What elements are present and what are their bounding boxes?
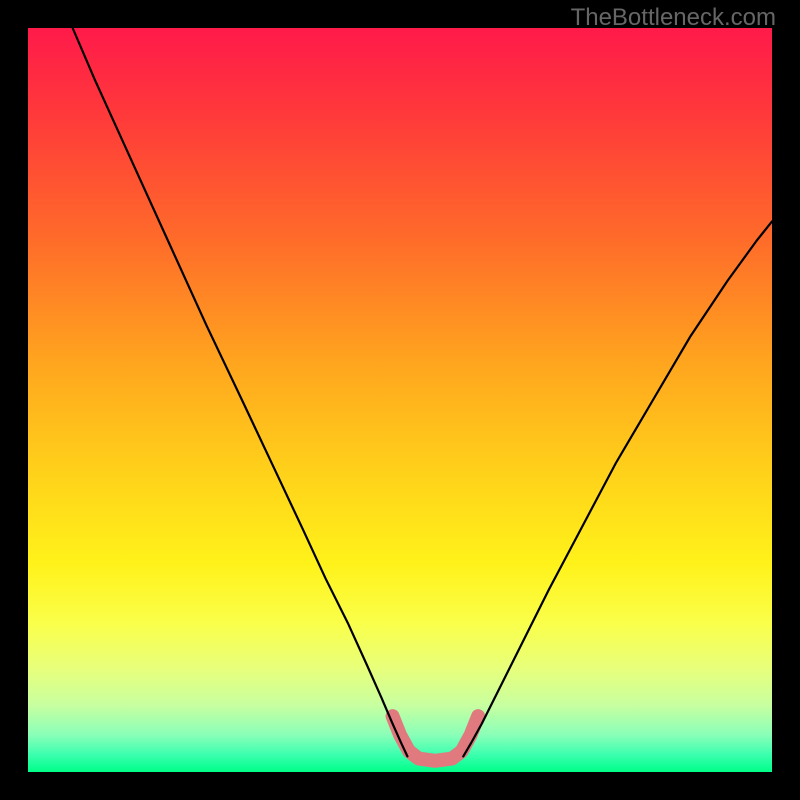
watermark-text: TheBottleneck.com [571, 4, 776, 32]
frame-border-3 [772, 0, 800, 800]
frame-border-1 [0, 772, 800, 800]
frame-border-2 [0, 0, 28, 800]
chart-svg [0, 0, 800, 800]
gradient-background [28, 28, 772, 772]
